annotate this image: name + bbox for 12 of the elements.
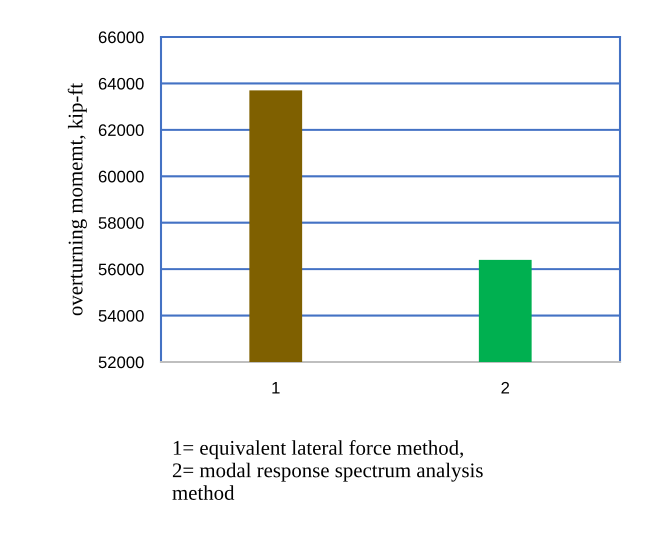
y-tick-label: 64000 [98,78,144,90]
x-tick-label: 2 [501,382,510,394]
y-tick-label: 52000 [98,356,144,368]
y-tick-label: 66000 [98,31,144,44]
text: 1= equivalent lateral force method, 2= modal response spectrum analysis method [172,440,483,500]
y-tick-label: 58000 [98,217,144,229]
y-axis-title: overturning momemt, kip-ft [68,83,87,316]
y-tick-label: 54000 [98,310,144,322]
y-tick-label: 60000 [98,170,144,182]
y-tick-label: 56000 [98,264,144,276]
x-tick-label: 1 [272,382,280,394]
y-tick-label: 62000 [98,124,144,136]
